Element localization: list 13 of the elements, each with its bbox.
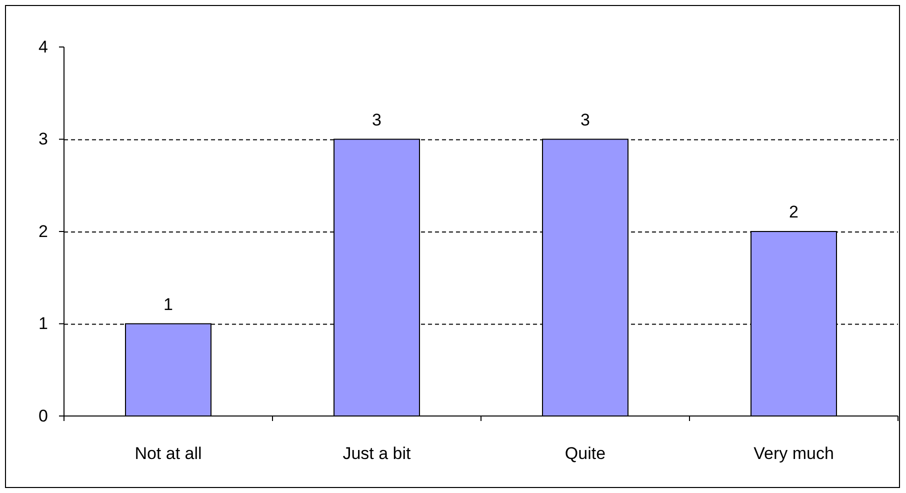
x-tick-label: Quite — [564, 444, 606, 463]
y-tick-label: 2 — [38, 222, 48, 241]
data-label: 3 — [372, 110, 382, 130]
data-label: 3 — [580, 110, 590, 130]
x-tick-label: Very much — [754, 444, 834, 463]
data-label: 2 — [789, 202, 798, 222]
y-tick-label: 4 — [38, 37, 48, 56]
x-tick-label: Just a bit — [342, 444, 412, 463]
data-label: 1 — [164, 294, 173, 314]
y-tick-label: 0 — [38, 406, 48, 426]
y-tick-label: 3 — [38, 130, 48, 149]
y-tick-label: 1 — [38, 314, 48, 334]
x-tick-label: Not at all — [134, 444, 202, 463]
